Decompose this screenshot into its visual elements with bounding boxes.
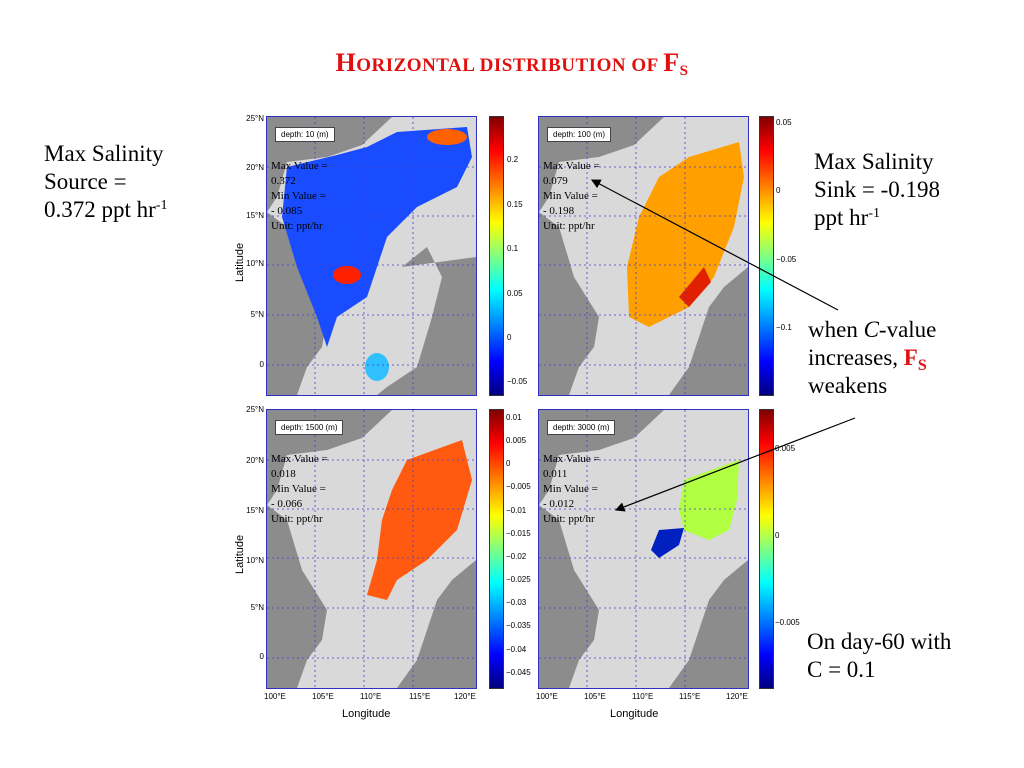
grid bbox=[539, 410, 748, 688]
cbar-tick: −0.05 bbox=[507, 377, 528, 386]
cbar-tick: 0.05 bbox=[776, 118, 792, 127]
cbar-tick: −0.045 bbox=[506, 668, 531, 677]
cbar-tick: 0.005 bbox=[506, 436, 527, 445]
lat-tick: 0 bbox=[259, 360, 264, 369]
cbar-tick: 0.01 bbox=[506, 413, 522, 422]
cbar-tick: 0.005 bbox=[775, 444, 796, 453]
lon-tick: 105°E bbox=[312, 692, 334, 701]
land-indochina bbox=[267, 505, 327, 688]
cbar-tick: −0.02 bbox=[506, 552, 527, 561]
lat-tick: 25°N bbox=[246, 405, 264, 414]
grid bbox=[267, 117, 476, 395]
depth-label: depth: 10 (m) bbox=[275, 127, 335, 142]
lat-tick: 15°N bbox=[246, 211, 264, 220]
map-panel-depth-10: depth: 10 (m) Max Value = 0.372 Min Valu… bbox=[266, 116, 477, 396]
lon-tick: 115°E bbox=[409, 692, 431, 701]
lon-tick: 110°E bbox=[632, 692, 654, 701]
value-summary: Max Value = 0.011 Min Value = - 0.012 Un… bbox=[543, 453, 600, 525]
lat-tick: 10°N bbox=[246, 259, 264, 268]
cbar-tick: −0.015 bbox=[506, 529, 531, 538]
land-indochina bbox=[539, 212, 599, 395]
cbar-tick: 0 bbox=[776, 186, 781, 195]
lon-tick: 100°E bbox=[536, 692, 558, 701]
cbar-tick: −0.03 bbox=[506, 598, 527, 607]
depth-label: depth: 1500 (m) bbox=[275, 420, 344, 435]
lat-tick: 10°N bbox=[246, 556, 264, 565]
depth-label: depth: 3000 (m) bbox=[547, 420, 616, 435]
value-summary: Max Value = 0.079 Min Value = - 0.198 Un… bbox=[543, 160, 600, 232]
cbar-tick: 0 bbox=[506, 459, 511, 468]
hotspot bbox=[333, 266, 361, 284]
hotspot bbox=[427, 129, 467, 145]
cbar-tick: −0.005 bbox=[506, 482, 531, 491]
lat-tick: 20°N bbox=[246, 456, 264, 465]
grid bbox=[267, 410, 476, 688]
cbar-tick: 0 bbox=[507, 333, 512, 342]
day-note: On day-60 with C = 0.1 bbox=[807, 629, 952, 682]
colorbar-depth-10 bbox=[489, 116, 504, 396]
map-panel-depth-100: depth: 100 (m) Max Value = 0.079 Min Val… bbox=[538, 116, 749, 396]
lon-tick: 100°E bbox=[264, 692, 286, 701]
depth-label: depth: 100 (m) bbox=[547, 127, 612, 142]
colorbar-depth-1500 bbox=[489, 409, 504, 689]
lat-tick: 5°N bbox=[250, 603, 264, 612]
cbar-tick: −0.01 bbox=[506, 506, 527, 515]
land-indochina bbox=[539, 505, 599, 688]
lat-tick: 25°N bbox=[246, 114, 264, 123]
max-sink-note: Max Salinity Sink = -0.198 ppt hr-1 bbox=[814, 149, 941, 230]
land-indochina bbox=[267, 212, 327, 395]
lon-tick: 120°E bbox=[726, 692, 748, 701]
cbar-tick: 0.1 bbox=[507, 244, 519, 253]
lat-tick: 5°N bbox=[250, 310, 264, 319]
cbar-tick: −0.04 bbox=[506, 645, 527, 654]
lat-tick: 15°N bbox=[246, 506, 264, 515]
cbar-tick: −0.05 bbox=[776, 255, 797, 264]
cbar-tick: −0.1 bbox=[776, 323, 792, 332]
salinity-field bbox=[282, 127, 472, 347]
land-borneo-phil bbox=[669, 560, 748, 688]
cbar-tick: 0.15 bbox=[507, 200, 523, 209]
map-panel-depth-1500: depth: 1500 (m) Max Value = 0.018 Min Va… bbox=[266, 409, 477, 689]
hotspot bbox=[651, 528, 684, 558]
map-depth-1500 bbox=[267, 410, 476, 688]
cbar-tick: 0.05 bbox=[507, 289, 523, 298]
lat-tick: 0 bbox=[259, 652, 264, 661]
arrow-to-3000m-value bbox=[614, 417, 856, 512]
arrow-to-100m-value bbox=[590, 179, 839, 311]
hotspot bbox=[365, 353, 389, 381]
land-borneo-phil bbox=[397, 560, 476, 688]
x-axis-label-right: Longitude bbox=[610, 708, 659, 720]
salinity-field bbox=[627, 142, 744, 327]
lon-tick: 105°E bbox=[584, 692, 606, 701]
cbar-tick: −0.005 bbox=[775, 618, 800, 627]
lat-tick: 20°N bbox=[246, 163, 264, 172]
cbar-tick: −0.035 bbox=[506, 621, 531, 630]
lon-ticks-right: 100°E 105°E 110°E 115°E 120°E bbox=[536, 692, 751, 704]
map-panel-depth-3000: depth: 3000 (m) Max Value = 0.011 Min Va… bbox=[538, 409, 749, 689]
cbar-tick: 0.2 bbox=[507, 155, 519, 164]
c-value-note: when C-value increases, FS weakens bbox=[808, 317, 937, 398]
cbar-tick: 0 bbox=[775, 531, 780, 540]
lon-ticks-left: 100°E 105°E 110°E 115°E 120°E bbox=[264, 692, 479, 704]
cbar-tick: −0.025 bbox=[506, 575, 531, 584]
lon-tick: 120°E bbox=[454, 692, 476, 701]
colorbar-depth-100 bbox=[759, 116, 774, 396]
lon-tick: 115°E bbox=[679, 692, 701, 701]
value-summary: Max Value = 0.018 Min Value = - 0.066 Un… bbox=[271, 453, 328, 525]
land-borneo-phil bbox=[377, 247, 476, 395]
colorbar-depth-3000 bbox=[759, 409, 774, 689]
grid bbox=[539, 117, 748, 395]
x-axis-label-left: Longitude bbox=[342, 708, 391, 720]
hotspot bbox=[679, 267, 711, 307]
lon-tick: 110°E bbox=[360, 692, 382, 701]
salinity-field bbox=[367, 440, 472, 600]
value-summary: Max Value = 0.372 Min Value = - 0.085 Un… bbox=[271, 160, 328, 232]
max-source-note: Max Salinity Source = 0.372 ppt hr-1 bbox=[44, 141, 168, 222]
slide-title: HORIZONTAL DISTRIBUTION OF FS bbox=[335, 48, 689, 79]
land-borneo-phil bbox=[669, 267, 748, 395]
